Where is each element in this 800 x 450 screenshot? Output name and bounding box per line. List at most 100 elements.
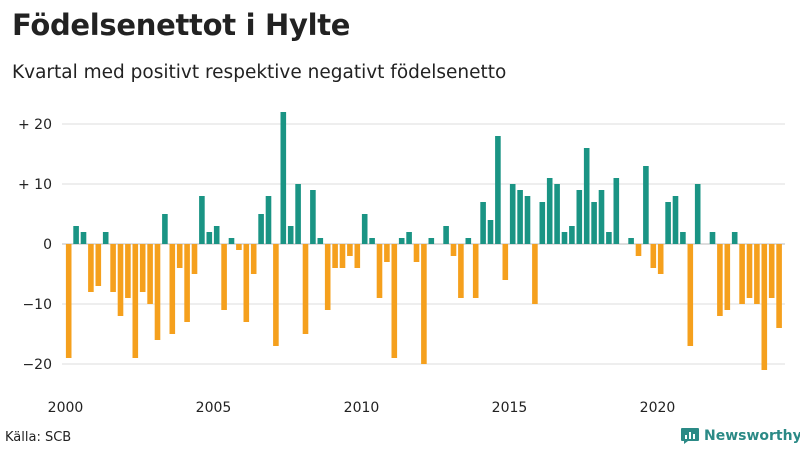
- bar-negative: [376, 244, 383, 298]
- x-tick-label: 2005: [196, 400, 232, 416]
- bar-negative: [191, 244, 198, 274]
- bar-positive: [406, 232, 412, 244]
- y-tick-label: −10: [22, 297, 52, 313]
- bar-positive: [428, 238, 435, 244]
- bar-positive: [295, 184, 301, 244]
- bar-positive: [628, 238, 634, 244]
- bar-negative: [413, 244, 420, 262]
- bar-negative: [724, 244, 731, 310]
- bar-negative: [95, 244, 102, 286]
- bar-positive: [591, 202, 597, 244]
- bar-negative: [391, 244, 398, 358]
- bar-negative: [110, 244, 116, 292]
- bar-positive: [258, 214, 264, 244]
- bar-negative: [384, 244, 390, 262]
- bar-negative: [324, 244, 331, 310]
- bar-negative: [236, 244, 242, 250]
- x-tick-label: 2020: [640, 400, 676, 416]
- bar-negative: [650, 244, 657, 268]
- bar-positive: [487, 220, 494, 244]
- x-tick-label: 2000: [48, 400, 84, 416]
- bar-negative: [65, 244, 72, 358]
- bar-positive: [369, 238, 375, 244]
- bar-positive: [509, 184, 516, 244]
- bar-negative: [532, 244, 538, 304]
- bar-positive: [495, 136, 501, 244]
- bar-positive: [665, 202, 671, 244]
- bar-positive: [517, 190, 523, 244]
- bar-positive: [539, 202, 546, 244]
- bar-positive: [561, 232, 568, 244]
- bar-positive: [73, 226, 79, 244]
- bar-negative: [761, 244, 768, 370]
- bar-positive: [709, 232, 716, 244]
- bar-negative: [221, 244, 227, 310]
- bar-positive: [199, 196, 205, 244]
- bar-negative: [332, 244, 338, 268]
- bar-positive: [206, 232, 213, 244]
- bar-negative: [132, 244, 139, 358]
- bar-negative: [347, 244, 353, 256]
- bar-positive: [465, 238, 472, 244]
- bar-positive: [287, 226, 294, 244]
- bar-negative: [139, 244, 146, 292]
- bar-positive: [569, 226, 575, 244]
- bar-positive: [672, 196, 679, 244]
- bar-negative: [243, 244, 250, 322]
- bar-positive: [576, 190, 583, 244]
- bar-positive: [361, 214, 368, 244]
- bar-negative: [169, 244, 176, 334]
- bar-positive: [680, 232, 686, 244]
- bar-positive: [546, 178, 553, 244]
- bar-positive: [398, 238, 405, 244]
- bar-negative: [450, 244, 457, 256]
- chart-subtitle: Kvartal med positivt respektive negativt…: [12, 62, 507, 83]
- bar-positive: [606, 232, 612, 244]
- bar-negative: [768, 244, 775, 298]
- brand-logo[interactable]: Newsworthy: [680, 427, 800, 445]
- bar-positive: [213, 226, 220, 244]
- y-tick-label: + 20: [18, 117, 52, 133]
- brand-name: Newsworthy: [704, 428, 800, 444]
- bar-negative: [502, 244, 509, 280]
- bar-negative: [739, 244, 745, 304]
- bar-positive: [310, 190, 316, 244]
- bar-positive: [102, 232, 109, 244]
- bar-positive: [265, 196, 272, 244]
- bar-negative: [635, 244, 642, 256]
- bar-negative: [176, 244, 183, 268]
- bar-negative: [657, 244, 664, 274]
- bar-positive: [554, 184, 560, 244]
- bar-negative: [154, 244, 161, 340]
- bar-negative: [776, 244, 782, 328]
- bar-positive: [643, 166, 649, 244]
- bar-negative: [458, 244, 464, 298]
- bar-negative: [88, 244, 94, 292]
- bar-positive: [280, 112, 287, 244]
- bar-positive: [583, 148, 590, 244]
- bar-negative: [302, 244, 309, 334]
- bar-positive: [694, 184, 701, 244]
- y-tick-label: −20: [22, 357, 52, 373]
- bar-positive: [598, 190, 605, 244]
- bar-positive: [613, 178, 620, 244]
- y-tick-label: 0: [43, 237, 52, 253]
- chart-title: Födelsenettot i Hylte: [12, 8, 351, 42]
- bar-positive: [443, 226, 449, 244]
- bar-positive: [731, 232, 738, 244]
- bar-negative: [184, 244, 190, 322]
- bar-positive: [524, 196, 531, 244]
- bar-negative: [717, 244, 723, 316]
- x-tick-label: 2015: [492, 400, 528, 416]
- source-note: Källa: SCB: [5, 430, 72, 445]
- bar-negative: [746, 244, 753, 298]
- bar-negative: [273, 244, 279, 346]
- bar-negative: [147, 244, 153, 304]
- bar-positive: [228, 238, 235, 244]
- x-tick-label: 2010: [344, 400, 380, 416]
- y-tick-label: + 10: [18, 177, 52, 193]
- bar-negative: [472, 244, 479, 298]
- bar-negative: [421, 244, 427, 364]
- bar-positive: [162, 214, 168, 244]
